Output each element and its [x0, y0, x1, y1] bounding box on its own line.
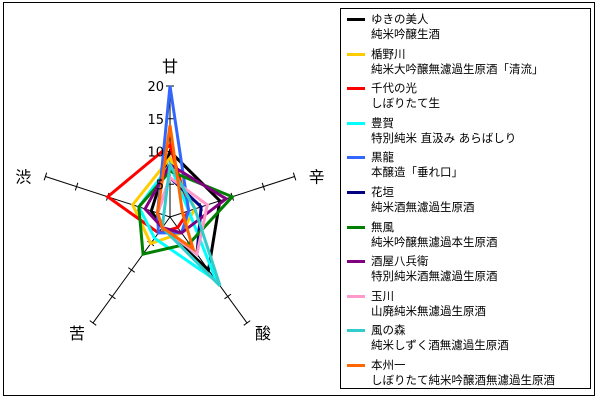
legend-item: 楯野川 純米大吟醸無濾過生原酒「清流」: [347, 47, 590, 82]
legend-series-subtitle: 純米しずく酒無濾過生原酒: [371, 338, 509, 353]
axis-tick: [74, 182, 79, 191]
legend-series-subtitle: 山廃純米無濾過生原酒: [371, 303, 486, 318]
axis-tick: [89, 320, 97, 326]
legend-label: 風の森 純米しずく酒無濾過生原酒: [371, 323, 509, 353]
axis-label-4: 渋: [15, 168, 31, 187]
legend-series-subtitle: 特別純米酒無濾過生原酒: [371, 269, 498, 284]
legend-series-name: 花垣: [371, 184, 394, 199]
legend-series-subtitle: 特別純米 直汲み あらばしり: [371, 130, 517, 145]
series-polygon-10: [156, 125, 196, 253]
legend-swatch: [347, 363, 365, 367]
tick-label: 15: [147, 113, 164, 128]
legend-series-subtitle: しぼりたて生: [371, 96, 440, 111]
legend-item: 豊賀 特別純米 直汲み あらばしり: [347, 116, 590, 151]
series-polygon-7: [143, 162, 229, 235]
legend-swatch: [347, 260, 365, 264]
legend-swatch: [347, 121, 365, 125]
legend-series-subtitle: 純米吟醸無濾過本生原酒: [371, 234, 498, 249]
axis-tick: [108, 293, 116, 300]
axis-tick: [261, 182, 266, 191]
legend-series-name: 酒屋八兵衛: [371, 254, 429, 269]
legend-swatch: [347, 87, 365, 91]
legend-item: 風の森 純米しずく酒無濾過生原酒: [347, 323, 590, 358]
tick-label: 20: [147, 80, 164, 95]
legend-item: 黒龍 本醸造「垂れ口」: [347, 150, 590, 185]
axis-tick: [127, 267, 136, 273]
axis-tick: [292, 172, 297, 181]
legend-item: ゆきの美人 純米吟醸生酒: [347, 12, 590, 47]
radar-labels: 5 10 15 20 甘辛酸 苦 渋: [15, 57, 324, 343]
tick-label: 10: [147, 146, 164, 161]
legend: ゆきの美人 純米吟醸生酒 楯野川 純米大吟醸無濾過生原酒「清流」 千代の光 しぼりたて生豊…: [340, 8, 591, 389]
chart-frame: [3, 2, 595, 396]
legend-item: 本州一 しぼりたて純米吟醸酒無濾過生原酒: [347, 358, 590, 393]
axis-label-0: 甘: [162, 57, 178, 76]
legend-label: 無風 純米吟醸無濾過本生原酒: [371, 220, 498, 250]
legend-series-name: 風の森: [371, 323, 406, 338]
legend-swatch: [347, 294, 365, 298]
legend-label: 千代の光 しぼりたて生: [371, 81, 440, 111]
legend-label: 黒龍 本醸造「垂れ口」: [371, 150, 463, 180]
legend-series-subtitle: 本醸造「垂れ口」: [371, 165, 463, 180]
legend-label: 本州一 しぼりたて純米吟醸酒無濾過生原酒: [371, 358, 555, 388]
legend-swatch: [347, 329, 365, 333]
legend-series-name: 楯野川: [371, 46, 406, 61]
axis-tick: [224, 293, 232, 300]
legend-series-name: 黒龍: [371, 150, 394, 165]
tick-label: 5: [156, 178, 164, 193]
legend-item: 玉川 山廃純米無濾過生原酒: [347, 289, 590, 324]
legend-label: 玉川 山廃純米無濾過生原酒: [371, 289, 486, 319]
legend-series-subtitle: 純米吟醸生酒: [371, 27, 440, 41]
legend-swatch: [347, 52, 365, 56]
legend-series-name: 本州一: [371, 357, 406, 372]
legend-label: ゆきの美人 純米吟醸生酒: [371, 12, 440, 42]
legend-series-name: 千代の光: [371, 81, 417, 96]
legend-series-name: 玉川: [371, 288, 394, 303]
legend-item: 花垣 純米酒無濾過生原酒: [347, 185, 590, 220]
legend-series-subtitle: 純米大吟醸無濾過生原酒「清流」: [371, 61, 544, 76]
axis-label-3: 苦: [69, 324, 85, 343]
legend-label: 花垣 純米酒無濾過生原酒: [371, 185, 475, 215]
axis-tick: [243, 320, 251, 326]
legend-label: 豊賀 特別純米 直汲み あらばしり: [371, 116, 516, 146]
series-polygon-6: [137, 169, 235, 256]
legend-swatch: [347, 18, 365, 21]
legend-series-name: ゆきの美人: [371, 12, 429, 26]
radar-axes: [43, 85, 297, 326]
axis-tick: [43, 172, 48, 181]
legend-item: 酒屋八兵衛 特別純米酒無濾過生原酒: [347, 254, 590, 289]
axis-label-1: 辛: [309, 168, 325, 187]
legend-series-name: 無風: [371, 219, 394, 234]
axis-label-2: 酸: [255, 324, 271, 343]
legend-swatch: [347, 156, 365, 160]
legend-swatch: [347, 225, 365, 229]
legend-item: 千代の光 しぼりたて生: [347, 81, 590, 116]
radar-series: [105, 85, 235, 287]
legend-label: 酒屋八兵衛 特別純米酒無濾過生原酒: [371, 254, 498, 284]
legend-series-subtitle: しぼりたて純米吟醸酒無濾過生原酒: [371, 372, 555, 387]
series-polygon-9: [160, 159, 222, 287]
legend-series-name: 豊賀: [371, 115, 394, 130]
legend-swatch: [347, 190, 365, 194]
legend-item: 無風 純米吟醸無濾過本生原酒: [347, 220, 590, 255]
legend-label: 楯野川 純米大吟醸無濾過生原酒「清流」: [371, 47, 544, 77]
legend-series-subtitle: 純米酒無濾過生原酒: [371, 199, 475, 214]
